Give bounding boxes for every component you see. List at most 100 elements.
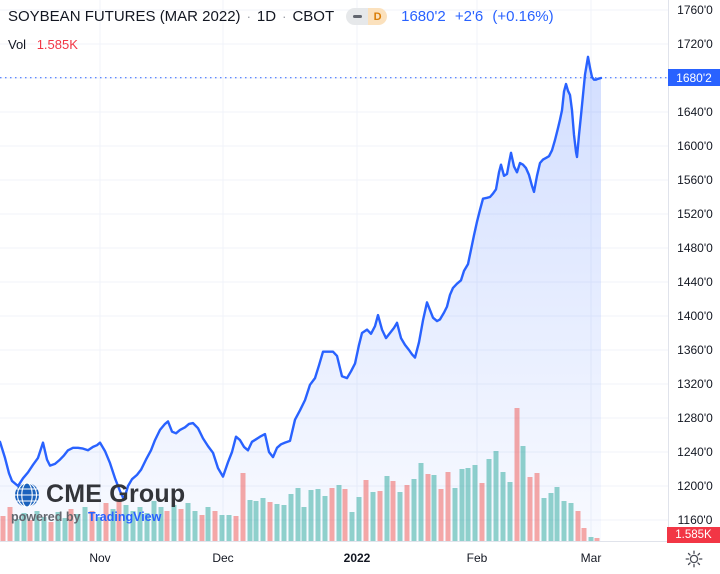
price-axis-label: 1560'0 bbox=[677, 173, 713, 187]
time-axis-label: Dec bbox=[212, 551, 234, 565]
volume-bar bbox=[500, 472, 506, 541]
price-axis-label: 1600'0 bbox=[677, 139, 713, 153]
volume-bar bbox=[7, 507, 13, 541]
symbol-header: SOYBEAN FUTURES (MAR 2022) · 1D · CBOT D… bbox=[8, 8, 559, 25]
volume-bar bbox=[253, 501, 259, 541]
volume-bar bbox=[308, 490, 314, 541]
volume-bar bbox=[34, 511, 40, 541]
volume-legend: Vol 1.585K bbox=[8, 37, 78, 52]
powered-by-label: powered by bbox=[11, 510, 81, 524]
volume-bar bbox=[260, 498, 266, 541]
interval-badge[interactable]: D bbox=[368, 8, 388, 25]
volume-bar bbox=[493, 451, 499, 541]
time-axis[interactable]: Nov Dec 2022 Feb Mar bbox=[0, 541, 668, 574]
volume-bar bbox=[144, 513, 150, 541]
volume-bar bbox=[520, 446, 526, 541]
interval-toggle[interactable]: D bbox=[346, 8, 388, 25]
volume-bar bbox=[48, 522, 54, 541]
volume-bar bbox=[123, 505, 129, 541]
price-change: +2'6 bbox=[454, 8, 484, 25]
volume-bar bbox=[75, 514, 81, 541]
price-chart[interactable] bbox=[0, 0, 668, 542]
current-volume-badge: 1.585K bbox=[667, 527, 720, 543]
volume-bar bbox=[185, 503, 191, 541]
cme-globe-icon bbox=[15, 481, 39, 508]
cme-logo-text: CME Group bbox=[46, 480, 186, 508]
volume-bar bbox=[404, 485, 410, 541]
toggle-knob-icon[interactable] bbox=[346, 8, 369, 25]
volume-bar bbox=[561, 501, 567, 541]
volume-bar bbox=[288, 494, 294, 541]
volume-bar bbox=[315, 489, 321, 541]
volume-bar bbox=[541, 498, 547, 541]
chart-canvas[interactable] bbox=[0, 0, 668, 542]
volume-bar bbox=[548, 493, 554, 541]
price-axis[interactable]: 1760'0 1720'0 1640'0 1600'0 1560'0 1520'0 1480… bbox=[668, 0, 720, 541]
volume-bar bbox=[301, 507, 307, 541]
volume-bar bbox=[581, 528, 587, 541]
volume-bar bbox=[110, 509, 116, 541]
powered-by-row: powered by TradingView bbox=[11, 510, 185, 524]
price-line-series bbox=[0, 55, 603, 501]
price-change-percent: (+0.16%) bbox=[492, 8, 554, 25]
volume-bar bbox=[199, 515, 205, 541]
volume-bar bbox=[41, 517, 47, 541]
price-axis-label: 1360'0 bbox=[677, 343, 713, 357]
volume-bar bbox=[247, 500, 253, 541]
volume-bar bbox=[390, 481, 396, 541]
symbol-title: SOYBEAN FUTURES (MAR 2022) bbox=[8, 8, 241, 25]
volume-bar bbox=[96, 517, 102, 541]
volume-bar bbox=[575, 511, 581, 541]
theme-toggle-sun-icon[interactable] bbox=[685, 550, 703, 568]
volume-bar bbox=[479, 483, 485, 541]
volume-bar bbox=[192, 511, 198, 541]
volume-bar bbox=[445, 472, 451, 541]
volume-bar bbox=[130, 511, 136, 541]
volume-bar bbox=[459, 469, 465, 541]
volume-bar bbox=[349, 512, 355, 541]
volume-bar bbox=[62, 518, 68, 541]
volume-bar bbox=[14, 519, 20, 541]
separator-dot: · bbox=[282, 9, 287, 24]
price-axis-label: 1320'0 bbox=[677, 377, 713, 391]
volume-bar bbox=[384, 476, 390, 541]
volume-bar bbox=[212, 511, 218, 541]
price-axis-label: 1400'0 bbox=[677, 309, 713, 323]
volume-bar bbox=[336, 485, 342, 541]
price-axis-label: 1200'0 bbox=[677, 479, 713, 493]
volume-bar bbox=[356, 497, 362, 541]
tradingview-link[interactable]: TradingView bbox=[87, 510, 162, 524]
volume-bar bbox=[233, 516, 239, 541]
last-price: 1680'2 bbox=[401, 8, 446, 25]
price-axis-label: 1160'0 bbox=[677, 513, 713, 527]
price-axis-label: 1720'0 bbox=[677, 37, 713, 51]
interval-label: 1D bbox=[256, 8, 277, 25]
price-axis-label: 1240'0 bbox=[677, 445, 713, 459]
price-axis-label: 1760'0 bbox=[677, 3, 713, 17]
volume-bar bbox=[89, 511, 95, 541]
volume-bar bbox=[588, 537, 594, 541]
price-axis-label: 1440'0 bbox=[677, 275, 713, 289]
exchange-label: CBOT bbox=[292, 8, 335, 25]
volume-bar bbox=[486, 459, 492, 541]
price-axis-label: 1520'0 bbox=[677, 207, 713, 221]
volume-bar bbox=[465, 468, 471, 541]
cme-logo[interactable]: CME Group bbox=[14, 480, 185, 509]
volume-bar bbox=[158, 507, 164, 541]
price-axis-label: 1480'0 bbox=[677, 241, 713, 255]
volume-bar bbox=[103, 503, 109, 541]
time-axis-label: Mar bbox=[580, 551, 602, 565]
quote-readout: 1680'2 +2'6 (+0.16%) bbox=[401, 8, 559, 25]
volume-bar bbox=[240, 473, 246, 541]
volume-label: Vol bbox=[8, 37, 27, 52]
volume-bar bbox=[418, 463, 424, 541]
volume-bar bbox=[514, 408, 520, 541]
volume-bar bbox=[295, 488, 301, 541]
volume-bar bbox=[363, 480, 369, 541]
volume-bar bbox=[281, 505, 287, 541]
volume-bar bbox=[472, 465, 478, 541]
volume-bar bbox=[226, 515, 232, 541]
volume-bar bbox=[425, 474, 431, 541]
volume-bar bbox=[554, 487, 560, 541]
volume-bar bbox=[171, 505, 177, 541]
